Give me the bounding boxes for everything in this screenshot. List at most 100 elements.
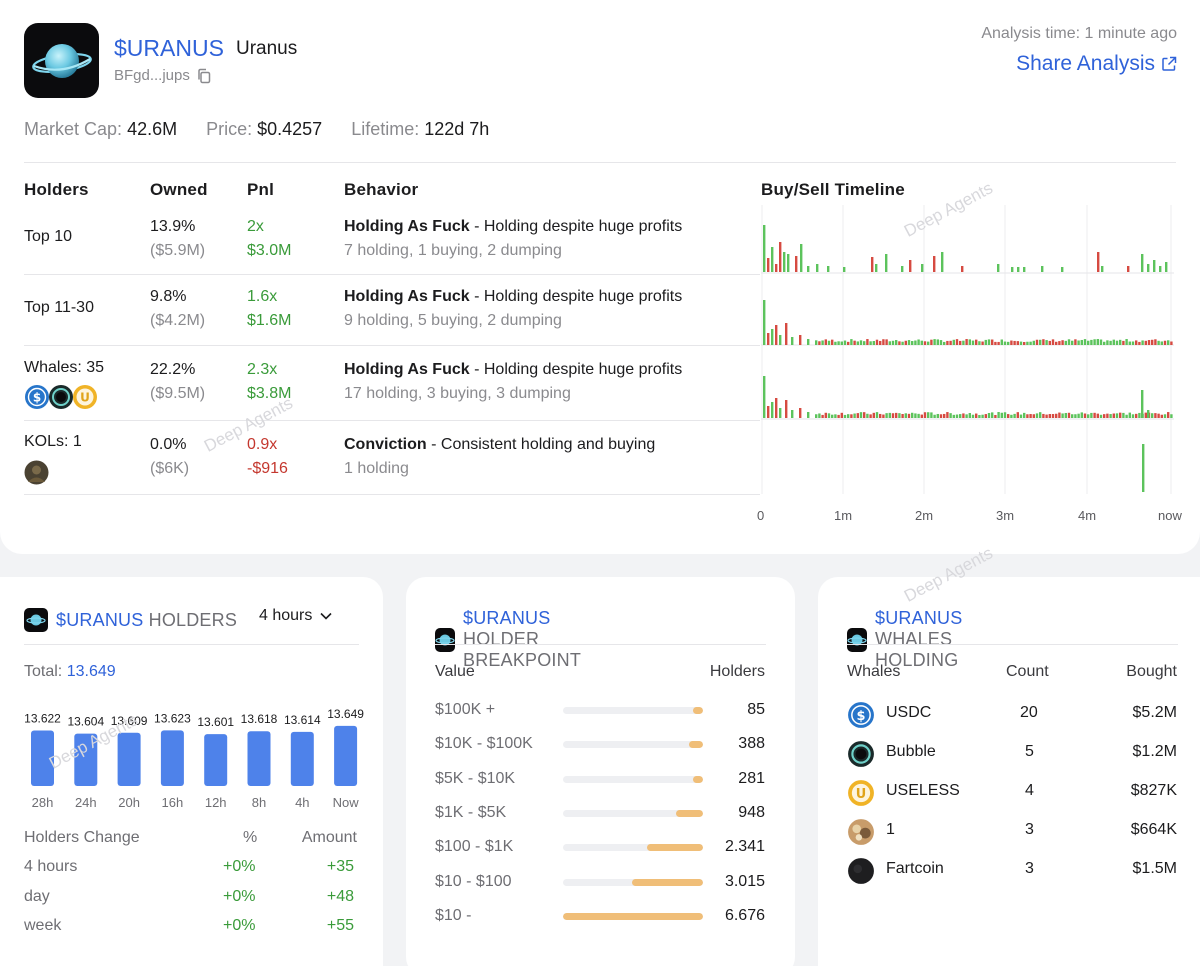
timeline-tx-mark — [1023, 412, 1026, 418]
timeline-tx-mark — [1135, 413, 1138, 418]
total-holders: Total: 13.649 — [24, 663, 116, 680]
timeline-tx-mark — [1122, 412, 1125, 418]
timeline-tx-mark — [933, 414, 936, 418]
change-pct: +0% — [223, 858, 256, 875]
timeline-tx-mark — [1103, 341, 1106, 345]
timeline-tx-mark — [1125, 339, 1128, 345]
holders-bar-value: 13.601 — [197, 715, 234, 729]
timeline-tx-mark — [856, 413, 859, 418]
whale-count: 4 — [1025, 782, 1034, 799]
timeline-tx-mark — [1151, 339, 1154, 345]
row-owned-pct: 13.9% — [150, 218, 196, 235]
timeline-tx-mark — [827, 266, 830, 272]
timeline-tx-mark — [1058, 341, 1061, 345]
timeline-tx-mark — [923, 341, 927, 345]
timeline-tx-mark — [1016, 341, 1019, 345]
timeline-tx-mark — [907, 413, 911, 418]
timeline-tx-mark — [1147, 340, 1151, 345]
price: Price: $0.4257 — [206, 119, 323, 139]
timeline-tx-mark — [927, 412, 930, 418]
timeline-tx-mark — [787, 254, 790, 272]
holders-bar[interactable] — [74, 733, 98, 786]
timeline-tx-mark — [1026, 414, 1029, 418]
timeline-tx-mark — [1080, 339, 1083, 345]
timeline-tx-mark — [987, 339, 991, 345]
timeline-tx-mark — [807, 412, 810, 418]
breakpoint-bar-track — [563, 844, 703, 852]
breakpoint-holders: 281 — [738, 769, 765, 787]
timeline-tx-mark — [1165, 262, 1168, 272]
timeline-tx-mark — [959, 414, 962, 418]
timeline-tx-mark — [1077, 413, 1080, 418]
change-period: week — [24, 917, 62, 934]
holders-card: $URANUS HOLDERS 4 hours Total: 13.649 13… — [0, 577, 383, 966]
holders-bar[interactable] — [31, 730, 54, 786]
share-analysis-link[interactable]: Share Analysis — [1016, 52, 1177, 76]
holders-bar-label: 20h — [118, 795, 140, 810]
row-owned-usd: ($4.2M) — [150, 312, 206, 329]
change-amount: +48 — [326, 888, 354, 905]
timeline-tx-mark — [888, 341, 891, 345]
holders-bar-value: 13.618 — [241, 712, 278, 726]
holders-bar[interactable] — [160, 730, 184, 786]
row-pnl-usd: $1.6M — [247, 312, 292, 329]
row-pnl-x: 0.9x — [247, 436, 278, 453]
timeline-tx-mark — [767, 333, 770, 345]
timeline-tx-mark — [1159, 266, 1162, 272]
holders-bar[interactable] — [247, 731, 271, 786]
timeline-tx-mark — [991, 339, 994, 345]
change-amount: +35 — [326, 858, 354, 875]
timeline-tx-mark — [1003, 341, 1007, 345]
whales-holding-card: $URANUS WHALES HOLDING Whales Count Boug… — [818, 577, 1200, 966]
timeline-tx-mark — [943, 341, 946, 345]
timeline-tick: 0 — [757, 508, 765, 523]
holders-bar-value: 13.623 — [154, 711, 191, 725]
timeline-tx-mark — [933, 256, 936, 272]
copy-icon[interactable] — [196, 68, 212, 84]
holders-bar-label: 4h — [295, 795, 309, 810]
row-owned-pct: 22.2% — [150, 361, 196, 378]
timeline-tx-mark — [962, 340, 965, 345]
timeline-tx-mark — [1013, 413, 1016, 418]
timeline-tx-mark — [847, 341, 850, 345]
timeline-tx-mark — [1019, 414, 1023, 418]
timeline-tx-mark — [917, 339, 920, 345]
timeline-tx-mark — [775, 325, 778, 345]
row-owned-pct: 9.8% — [150, 288, 187, 305]
kol-avatar[interactable] — [24, 460, 49, 485]
timeline-tx-mark — [1147, 264, 1150, 272]
timeline-tx-mark — [1142, 444, 1145, 492]
change-pct: +0% — [223, 917, 256, 934]
whale-count: 3 — [1025, 821, 1034, 838]
external-link-icon — [1162, 56, 1177, 71]
timeline-tx-mark — [882, 339, 885, 345]
holder-breakpoint-card: $URANUS HOLDER BREAKPOINT Value Holders … — [406, 577, 795, 966]
row-behavior: Conviction - Consistent holding and buyi… — [344, 436, 656, 453]
timeline-tx-mark — [1093, 339, 1096, 345]
svg-text:U: U — [80, 391, 90, 405]
holders-bar[interactable] — [334, 725, 358, 786]
period-dropdown[interactable]: 4 hours — [259, 607, 332, 625]
timeline-tx-mark — [943, 413, 946, 418]
timeline-tx-mark — [914, 413, 917, 418]
timeline-tx-mark — [1071, 340, 1074, 345]
timeline-tx-mark — [763, 376, 766, 418]
timeline-tx-mark — [1080, 412, 1083, 418]
timeline-tx-mark — [1042, 339, 1045, 345]
timeline-tx-mark — [818, 341, 821, 345]
row-behavior-detail: 17 holding, 3 buying, 3 dumping — [344, 385, 571, 402]
holders-bar[interactable] — [204, 734, 228, 786]
change-amount: +55 — [326, 917, 354, 934]
holders-bar[interactable] — [290, 731, 314, 786]
row-pnl-x: 2.3x — [247, 361, 278, 378]
timeline-tx-mark — [997, 341, 1000, 345]
timeline-tx-mark — [815, 340, 818, 345]
timeline-tx-mark — [1019, 341, 1023, 345]
timeline-tx-mark — [885, 413, 888, 418]
holders-bar[interactable] — [117, 732, 141, 786]
row-behavior-detail: 1 holding — [344, 460, 409, 477]
timeline-tx-mark — [1138, 412, 1141, 418]
row-holders: Whales: 35 — [24, 359, 105, 376]
breakpoint-holders: 6.676 — [724, 906, 765, 924]
timeline-tx-mark — [843, 267, 846, 272]
